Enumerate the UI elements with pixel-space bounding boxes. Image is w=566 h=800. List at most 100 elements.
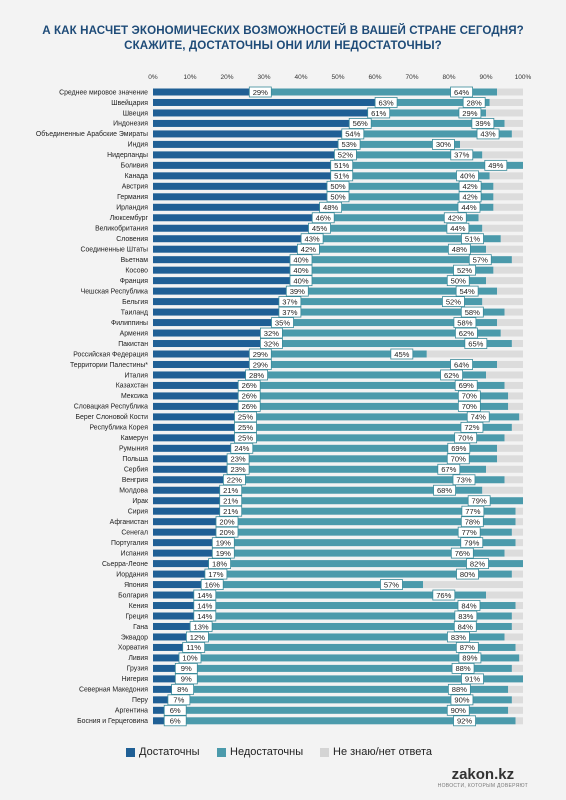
data-label-not-enough-box xyxy=(458,180,482,192)
legend-label-unknown: Не знаю/нет ответа xyxy=(333,746,432,758)
bar-segment-unknown xyxy=(500,329,523,337)
data-label-enough: 32% xyxy=(264,329,279,338)
data-label-enough: 37% xyxy=(282,308,297,317)
category-label: Эквадор xyxy=(121,634,148,641)
bar-segment-enough xyxy=(153,602,205,610)
data-label-not-enough-box xyxy=(468,254,492,266)
data-label-enough: 40% xyxy=(293,276,308,285)
x-tick-label: 0% xyxy=(148,74,158,81)
data-label-enough: 48% xyxy=(323,203,338,212)
category-label: Боливия xyxy=(121,163,149,170)
bar-segment-not-enough xyxy=(319,224,483,232)
data-label-enough-box xyxy=(234,411,257,423)
data-label-not-enough: 68% xyxy=(437,486,452,495)
bar-segment-enough xyxy=(153,119,361,127)
category-label: Нигерия xyxy=(122,676,149,683)
data-label-not-enough-box xyxy=(440,369,463,381)
chart-title-line-2: СКАЖИТЕ, ДОСТАТОЧНЫ ОНИ ИЛИ НЕДОСТАТОЧНЫ… xyxy=(124,39,442,52)
bar-segment-unknown xyxy=(478,214,523,222)
data-label-not-enough: 79% xyxy=(472,497,487,506)
bar-segment-not-enough xyxy=(204,602,516,610)
data-label-not-enough-box xyxy=(455,285,479,297)
bar-segment-enough xyxy=(153,413,246,421)
category-label: Косово xyxy=(125,267,148,274)
bar-segment-unknown xyxy=(504,381,523,389)
bar-segment-not-enough xyxy=(197,633,505,641)
data-label-enough: 52% xyxy=(338,151,353,160)
data-label-enough: 25% xyxy=(238,423,253,432)
data-label-not-enough: 88% xyxy=(452,685,467,694)
legend-label-not-enough: Недостаточны xyxy=(230,746,304,758)
data-label-not-enough-box xyxy=(443,212,467,224)
stacked-bar-chart: 0% 10% 20% 30% 40% 50% 60% 70% 80% 90% 100% Среднее… xyxy=(36,74,532,727)
brand-logo: zakon.kz НОВОСТИ, КОТОРЫМ ДОВЕРЯЮТ xyxy=(438,766,528,789)
bar-segment-unknown xyxy=(460,140,523,148)
data-label-enough-box xyxy=(193,589,217,601)
bar-segment-unknown xyxy=(515,602,523,610)
data-label-not-enough-box xyxy=(447,442,471,454)
bar-segment-unknown xyxy=(508,685,523,693)
bar-segment-unknown xyxy=(515,507,523,515)
data-label-enough-box xyxy=(248,86,272,98)
bar-segment-not-enough xyxy=(289,298,483,306)
bar-segment-enough xyxy=(153,560,220,568)
bar-segment-enough xyxy=(153,266,301,274)
bar-segment-enough xyxy=(153,654,190,662)
bar-segment-enough xyxy=(153,455,239,463)
data-label-enough-box xyxy=(374,97,398,108)
data-label-enough-box xyxy=(215,516,239,528)
data-label-not-enough-box xyxy=(458,652,482,664)
data-label-not-enough-box xyxy=(458,107,482,119)
data-label-not-enough: 88% xyxy=(455,664,470,673)
bar-segment-enough xyxy=(153,675,187,683)
data-label-enough-box xyxy=(237,400,261,412)
data-label-not-enough-box xyxy=(466,411,490,423)
x-tick-label: 10% xyxy=(183,74,196,81)
bar-segment-unknown xyxy=(511,130,523,138)
bar-segment-not-enough xyxy=(178,696,512,704)
data-label-not-enough-box xyxy=(457,390,481,402)
data-label-enough-box xyxy=(333,149,357,161)
bar-segment-not-enough xyxy=(230,497,523,505)
bar-segment-unknown xyxy=(519,413,523,421)
data-label-not-enough: 67% xyxy=(441,465,456,474)
legend-item-enough: Достаточны xyxy=(126,746,199,758)
data-label-not-enough-box xyxy=(453,317,477,328)
bar-segment-unknown xyxy=(511,696,523,704)
bar-segment-enough xyxy=(153,161,342,169)
data-label-not-enough: 49% xyxy=(488,161,503,170)
category-label: Сирия xyxy=(128,509,149,516)
bar-segment-not-enough xyxy=(289,308,505,316)
data-label-not-enough-box xyxy=(451,663,475,674)
data-label-enough-box xyxy=(193,600,217,611)
data-label-enough-box xyxy=(226,463,250,475)
data-label-enough: 23% xyxy=(230,455,245,464)
bar-segment-not-enough xyxy=(352,130,512,138)
data-label-enough: 35% xyxy=(275,318,290,327)
data-label-not-enough: 42% xyxy=(462,193,477,202)
data-label-enough: 56% xyxy=(353,119,368,128)
category-label: Мексика xyxy=(121,393,148,400)
bar-segment-not-enough xyxy=(271,340,512,348)
data-label-enough-box xyxy=(296,243,320,255)
data-label-enough-box xyxy=(289,254,313,266)
bar-segment-unknown xyxy=(511,664,523,672)
data-label-enough-box xyxy=(259,338,283,349)
x-tick-label: 50% xyxy=(331,74,344,81)
data-label-enough: 46% xyxy=(316,214,331,223)
bar-segment-enough xyxy=(153,256,301,264)
data-label-not-enough-box xyxy=(437,463,461,475)
data-label-not-enough-box xyxy=(466,558,489,569)
bar-segment-enough xyxy=(153,591,205,599)
category-label: Греция xyxy=(125,613,148,620)
bar-segment-enough xyxy=(153,130,353,138)
data-label-not-enough: 84% xyxy=(458,622,473,631)
category-label: Швейцария xyxy=(111,99,148,107)
data-label-not-enough-box xyxy=(460,421,484,433)
data-label-not-enough: 83% xyxy=(458,612,473,621)
bar-segment-not-enough xyxy=(245,423,512,431)
data-label-not-enough: 76% xyxy=(436,591,451,600)
bar-segment-not-enough xyxy=(215,570,512,578)
bar-segment-not-enough xyxy=(234,476,505,484)
bar-segment-not-enough xyxy=(212,581,424,589)
